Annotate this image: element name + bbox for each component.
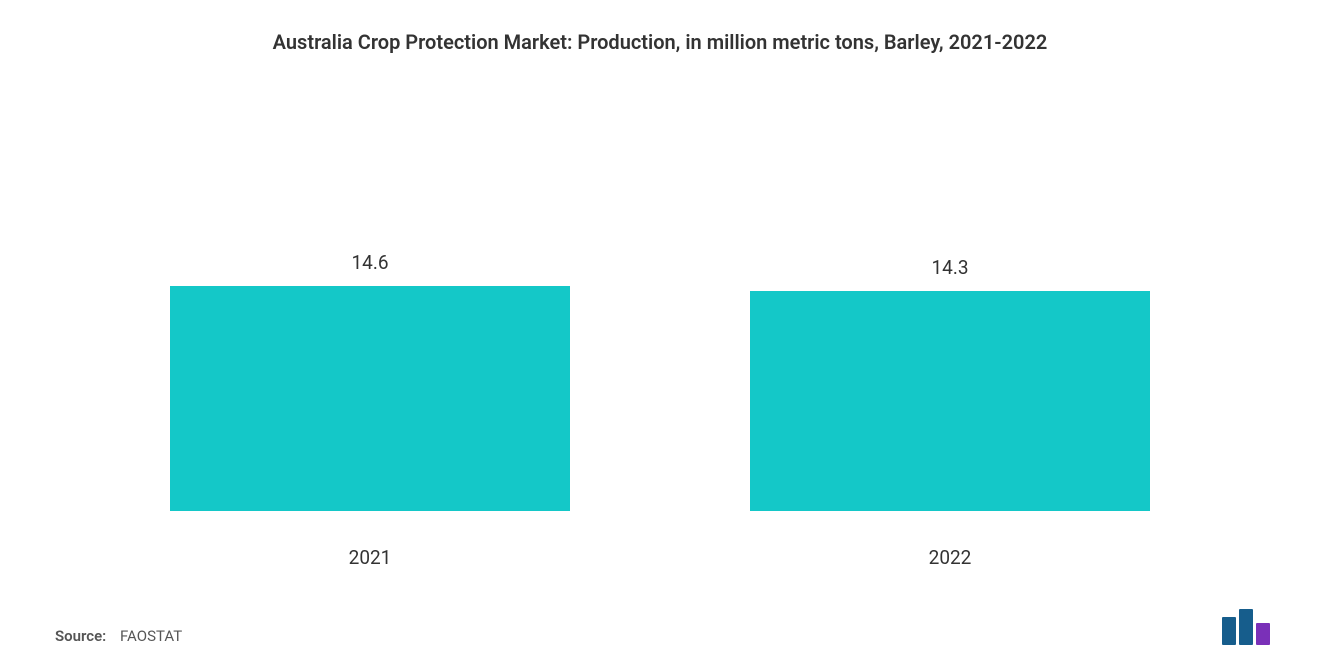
bar-value-2022: 14.3 [931,256,968,279]
logo-bar-3 [1256,623,1270,645]
x-label-2021: 2021 [170,546,570,569]
x-axis: 2021 2022 [0,531,1320,579]
source-text: FAOSTAT [120,627,182,645]
chart-title: Australia Crop Protection Market: Produc… [0,0,1320,64]
brand-logo [1222,609,1280,645]
bar-value-2021: 14.6 [351,251,388,274]
footer: Source: FAOSTAT [0,579,1320,665]
logo-bar-1 [1222,617,1236,645]
plot-area: 14.6 14.3 [0,64,1320,531]
chart-container: Australia Crop Protection Market: Produc… [0,0,1320,665]
logo-bar-2 [1239,609,1253,645]
bar-group-2021: 14.6 [170,251,570,511]
bar-group-2022: 14.3 [750,256,1150,511]
x-label-2022: 2022 [750,546,1150,569]
bar-2021 [170,286,570,511]
source-label: Source: [55,627,106,645]
source-citation: Source: FAOSTAT [55,627,182,645]
bar-2022 [750,291,1150,511]
